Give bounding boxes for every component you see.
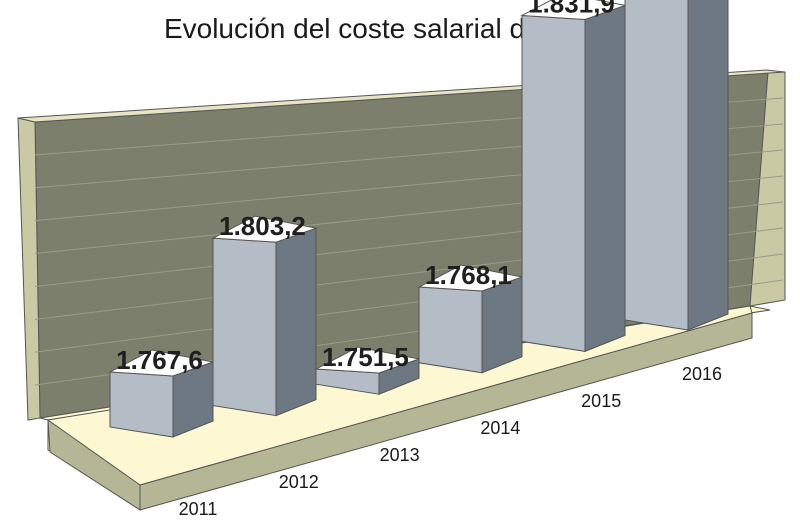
bar-2014 — [417, 264, 524, 374]
bar-side — [275, 227, 317, 417]
bars — [108, 0, 729, 438]
bar-2015 — [520, 0, 627, 353]
bar-front — [212, 237, 277, 417]
floor-front-long — [139, 312, 753, 511]
data-labels: 1.767,61.803,21.751,51.768,11.831,91.875… — [116, 0, 615, 375]
bar-front — [109, 371, 174, 438]
x-tick-label: 2012 — [279, 472, 319, 492]
bar-2016 — [624, 0, 729, 331]
bar-side — [481, 276, 523, 374]
bar-top — [211, 215, 318, 243]
bar-front — [624, 0, 689, 331]
bar-side — [687, 0, 729, 331]
x-tick-label: 2015 — [581, 391, 621, 411]
x-tick-label: 2013 — [380, 445, 420, 465]
data-label: 1.803,2 — [219, 211, 306, 241]
x-tick-label: 2016 — [682, 364, 722, 384]
bar-front — [418, 286, 483, 374]
x-axis-tick-labels: 2011 2012 2013 2014 2015 2016 — [179, 364, 722, 519]
bar-front — [521, 14, 586, 352]
data-label: 1.831,9 — [528, 0, 615, 18]
data-label: 1.751,5 — [322, 342, 409, 372]
x-tick-label: 2014 — [480, 418, 520, 438]
bar-2012 — [211, 215, 318, 417]
data-label: 1.768,1 — [425, 260, 512, 290]
x-tick-label: 2011 — [179, 499, 218, 519]
data-label: 1.767,6 — [116, 345, 203, 375]
bar-2011 — [108, 349, 215, 438]
bar-2013 — [314, 346, 421, 395]
bar-side — [584, 4, 626, 353]
